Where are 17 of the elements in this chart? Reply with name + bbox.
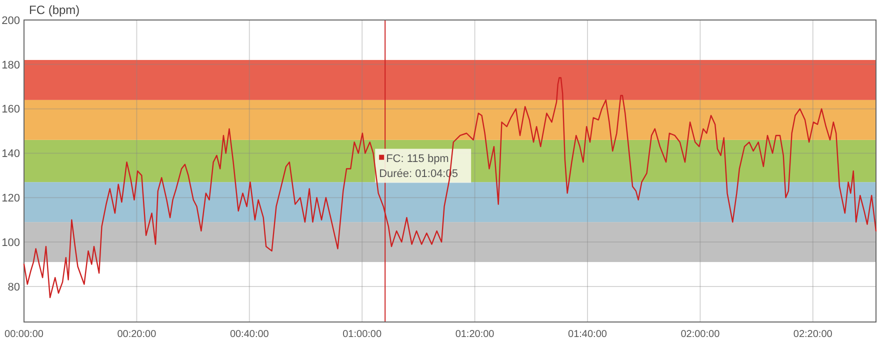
annotation: FC: 115 bpm	[386, 152, 449, 165]
y-tick-label: 180	[2, 59, 20, 72]
x-tick-label: 00:20:00	[117, 329, 157, 340]
x-tick-label: 01:40:00	[568, 329, 608, 340]
y-tick-label: 140	[2, 148, 20, 160]
x-tick-label: 00:40:00	[230, 329, 270, 340]
x-tick-label: 01:20:00	[455, 329, 495, 340]
x-tick-label: 02:00:00	[680, 329, 720, 340]
y-axis-title: FC (bpm)	[29, 3, 80, 17]
x-tick-label: 02:20:00	[793, 329, 833, 340]
y-tick-label: 120	[2, 192, 20, 204]
x-tick-label: 00:00:00	[4, 329, 44, 340]
y-tick-label: 100	[2, 236, 20, 249]
y-tick-label: 200	[2, 14, 20, 27]
y-tick-label: 160	[2, 104, 20, 116]
y-tick-label: 80	[8, 281, 20, 294]
x-tick-label: 01:00:00	[342, 329, 382, 340]
